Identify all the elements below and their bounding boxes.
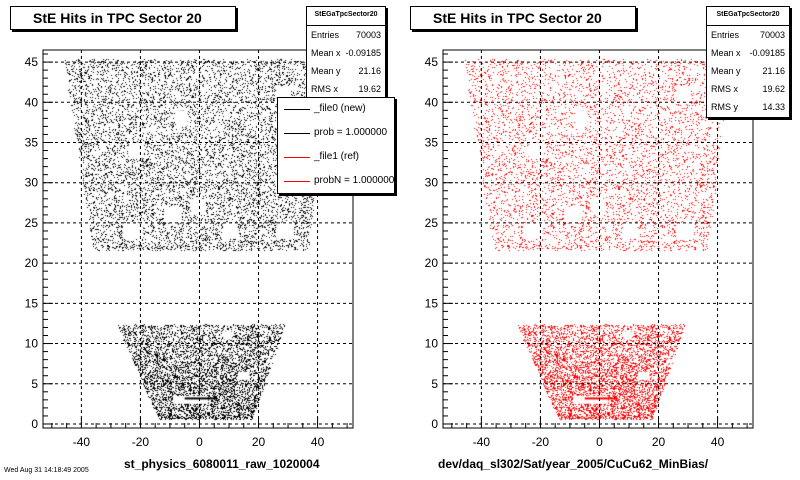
left-stats-rmsx-value: 19.62 [358,84,381,94]
right-stats-rmsy-value: 14.33 [762,102,785,112]
left-stats-box: StEGaTpcSector20 Entries 70003 Mean x -0.0… [306,6,386,98]
right-stats-meany-value: 21.16 [762,66,785,76]
left-plot-title: StE Hits in TPC Sector 20 [10,6,236,30]
legend-label-prob: prob = 1.000000 [314,127,388,138]
right-x-tick-label--20: -20 [532,435,550,449]
left-stats-entries-value: 70003 [355,30,381,40]
left-x-axis-label: st_physics_6080011_raw_1020004 [124,457,320,471]
right-x-axis-label: dev/daq_sl302/Sat/year_2005/CuCu62_MinBi… [438,457,709,471]
right-y-tick-label-40: 40 [425,95,439,109]
right-stats-meanx-label: Mean x [711,48,741,58]
left-y-tick-label-0: 0 [31,417,38,431]
right-y-tick-label-15: 15 [425,296,439,310]
right-x-tick-label-40: 40 [711,435,725,449]
right-stats-name: StEGaTpcSector20 [707,7,789,26]
right-y-tick-label-25: 25 [425,216,439,230]
left-x-tick-label--40: -40 [73,435,91,449]
right-plot-title: StE Hits in TPC Sector 20 [410,6,636,30]
legend-entry-prob: prob = 1.000000 [278,122,394,146]
legend-line-prob [284,133,310,134]
right-y-tick-label-0: 0 [431,417,438,431]
legend-label-probn: probN = 1.000000 [314,175,395,186]
right-x-tick-label-0: 0 [596,435,603,449]
right-y-tick-label-10: 10 [425,337,439,351]
right-stats-meany-label: Mean y [711,66,741,76]
right-y-tick-label-20: 20 [425,256,439,270]
right-stats-entries-value: 70003 [759,30,785,40]
left-x-tick-label-20: 20 [252,435,266,449]
legend-line-file1 [284,157,310,158]
left-stats-name: StEGaTpcSector20 [307,7,385,26]
right-stats-box: StEGaTpcSector20 Entries 70003 Mean x -0.0… [706,6,790,118]
left-stats-meany-label: Mean y [311,66,341,76]
right-stats-rmsx-value: 19.62 [762,84,785,94]
legend-label-file0: _file0 (new) [314,103,366,114]
right-stats-rmsy-label: RMS y [711,102,738,112]
left-stats-meany-value: 21.16 [358,66,381,76]
left-y-tick-label-30: 30 [25,176,39,190]
left-x-tick-label-40: 40 [311,435,325,449]
legend-entry-file0: _file0 (new) [278,98,394,122]
legend-entry-file1: _file1 (ref) [278,146,394,170]
legend-label-file1: _file1 (ref) [314,151,360,162]
left-stats-meanx-value: -0.09185 [345,48,381,58]
left-legend: _file0 (new) prob = 1.000000 _file1 (ref… [277,97,395,194]
left-y-tick-label-25: 25 [25,216,39,230]
left-y-tick-label-45: 45 [25,55,39,69]
left-stats-meanx-label: Mean x [311,48,341,58]
left-y-tick-label-15: 15 [25,296,39,310]
left-stats-rmsx-label: RMS x [311,84,338,94]
left-y-tick-label-20: 20 [25,256,39,270]
timestamp-footer: Wed Aug 31 14:18:49 2005 [4,467,89,474]
right-y-tick-label-45: 45 [425,55,439,69]
legend-line-probn [284,181,310,182]
right-stats-meanx-value: -0.09185 [749,48,785,58]
left-x-tick-label-0: 0 [196,435,203,449]
right-stats-rmsx-label: RMS x [711,84,738,94]
left-x-tick-label--20: -20 [132,435,150,449]
left-stats-entries-label: Entries [311,30,340,40]
left-y-tick-label-35: 35 [25,135,39,149]
right-y-tick-label-5: 5 [431,377,438,391]
right-stats-entries-label: Entries [711,30,740,40]
legend-entry-probn: probN = 1.000000 [278,170,395,193]
left-y-tick-label-10: 10 [25,337,39,351]
right-y-tick-label-30: 30 [425,176,439,190]
right-x-tick-label-20: 20 [652,435,666,449]
right-y-tick-label-35: 35 [425,135,439,149]
left-y-tick-label-40: 40 [25,95,39,109]
right-x-tick-label--40: -40 [473,435,491,449]
left-y-tick-label-5: 5 [31,377,38,391]
legend-line-file0 [284,109,310,110]
